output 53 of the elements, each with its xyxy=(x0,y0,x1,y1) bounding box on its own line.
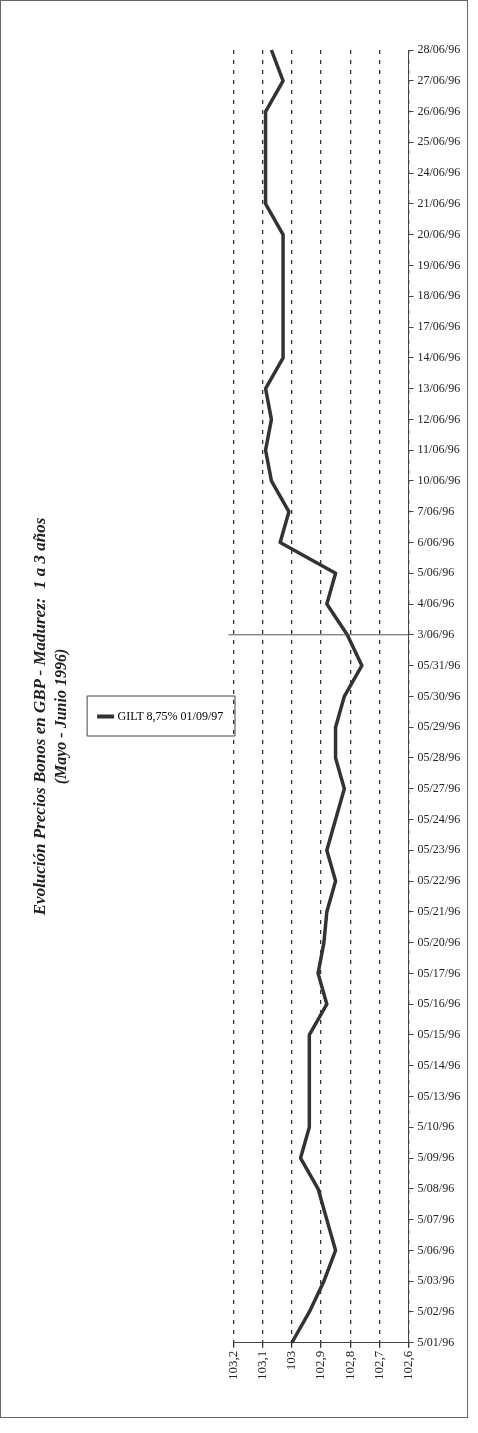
y-tick-label: 05/22/96 xyxy=(417,873,461,888)
x-tick-label: 103 xyxy=(283,1350,299,1371)
text: Evolución Precios Bonos en GBP - Madurez: 1 a 3 años xyxy=(29,517,49,917)
y-tick-label: 05/31/96 xyxy=(417,657,461,672)
y-tick-label: 10/06/96 xyxy=(417,473,461,488)
y-tick-label: 05/29/96 xyxy=(417,719,461,734)
y-tick-label: 5/06/96 xyxy=(417,565,455,580)
y-tick-label: 05/24/96 xyxy=(417,811,461,826)
y-tick-label: 05/13/96 xyxy=(417,1088,461,1103)
y-tick-label: 05/14/96 xyxy=(417,1057,461,1072)
y-tick-label: 5/10/96 xyxy=(417,1119,455,1134)
y-tick-label: 5/02/96 xyxy=(417,1304,455,1319)
x-tick-label: 102,8 xyxy=(341,1350,357,1380)
y-tick-label: 05/28/96 xyxy=(417,750,461,765)
x-tick-label: 102,9 xyxy=(312,1350,328,1380)
y-tick-label: 5/03/96 xyxy=(417,1273,455,1288)
legend-label: GILT 8,75% 01/09/97 xyxy=(117,708,224,723)
y-tick-label: 26/06/96 xyxy=(417,103,461,118)
y-tick-label: 5/08/96 xyxy=(417,1181,455,1196)
y-tick-label: 19/06/96 xyxy=(417,257,461,272)
x-tick-label: 102,6 xyxy=(399,1350,415,1380)
y-tick-label: 05/27/96 xyxy=(417,780,461,795)
y-tick-label: 11/06/96 xyxy=(417,442,460,457)
y-tick-label: 05/30/96 xyxy=(417,688,461,703)
y-tick-label: 5/09/96 xyxy=(417,1150,455,1165)
y-tick-label: 7/06/96 xyxy=(417,503,455,518)
x-tick-label: 102,7 xyxy=(370,1350,386,1380)
y-tick-label: 21/06/96 xyxy=(417,196,461,211)
y-tick-label: 05/21/96 xyxy=(417,903,461,918)
y-tick-label: 12/06/96 xyxy=(417,411,461,426)
y-tick-label: 13/06/96 xyxy=(417,380,461,395)
y-tick-label: 05/17/96 xyxy=(417,965,461,980)
y-tick-label: 4/06/96 xyxy=(417,596,455,611)
y-tick-label: 28/06/96 xyxy=(417,42,461,57)
x-tick-label: 103,2 xyxy=(224,1350,240,1380)
y-tick-label: 05/15/96 xyxy=(417,1027,461,1042)
y-tick-label: 5/07/96 xyxy=(417,1211,455,1226)
y-tick-label: 05/16/96 xyxy=(417,996,461,1011)
y-tick-label: 20/06/96 xyxy=(417,226,461,241)
x-tick-label: 103,1 xyxy=(254,1350,270,1380)
text: (Mayo - Junio 1996) xyxy=(52,648,71,785)
y-tick-label: 24/06/96 xyxy=(417,165,461,180)
y-tick-label: 05/23/96 xyxy=(417,842,461,857)
y-tick-label: 18/06/96 xyxy=(417,288,461,303)
y-tick-label: 27/06/96 xyxy=(417,72,461,87)
y-tick-label: 6/06/96 xyxy=(417,534,455,549)
y-tick-label: 05/20/96 xyxy=(417,934,461,949)
y-tick-label: 5/06/96 xyxy=(417,1242,455,1257)
y-tick-label: 3/06/96 xyxy=(417,626,455,641)
y-tick-label: 25/06/96 xyxy=(417,134,461,149)
y-tick-label: 5/01/96 xyxy=(417,1334,455,1349)
y-tick-label: 14/06/96 xyxy=(417,349,461,364)
y-tick-label: 17/06/96 xyxy=(417,319,461,334)
